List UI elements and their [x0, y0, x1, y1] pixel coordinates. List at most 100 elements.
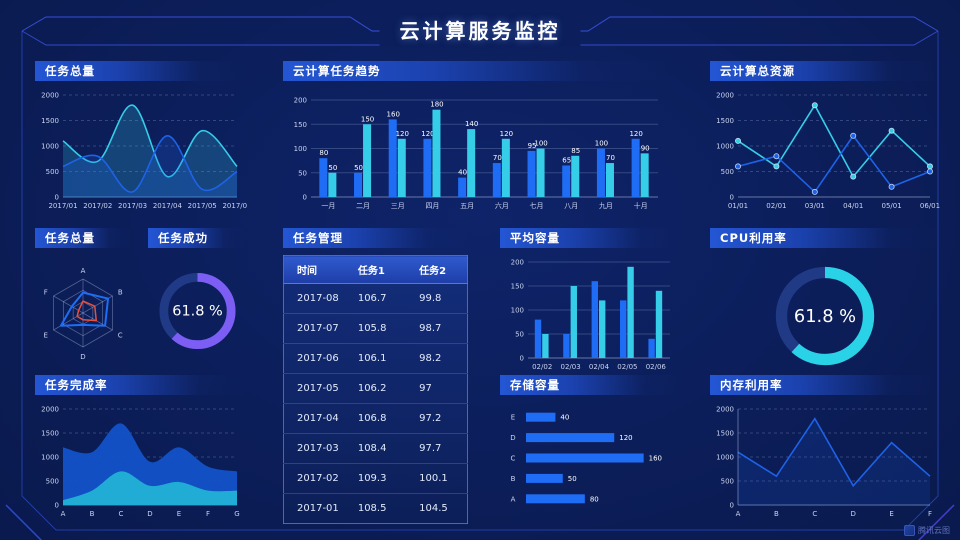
total-resources-line-chart: 0 500 1000 1500 2000 01/01 02/01 03/01 04/01 05/0… [710, 85, 940, 213]
svg-text:02/03: 02/03 [561, 363, 581, 371]
table-row: 2017-07 105.8 98.7 [283, 313, 468, 344]
svg-text:70: 70 [606, 154, 615, 162]
svg-text:80: 80 [590, 495, 599, 503]
table-cell: 106.2 [344, 373, 407, 404]
task-success-gauge: 61.8 % [148, 252, 247, 370]
panel-task-radar: 任务总量 A B C D E F [35, 228, 131, 370]
svg-text:61.8 %: 61.8 % [172, 304, 222, 320]
avg-capacity-bar-chart: 0 50 100 150 200 02/02 02/03 02/04 02/05 02/06 [500, 252, 680, 374]
panel-title-task-radar: 任务总量 [35, 228, 131, 248]
svg-text:2017/06: 2017/06 [222, 202, 247, 210]
svg-text:B: B [90, 510, 95, 518]
table-cell: 2017-08 [283, 283, 345, 314]
svg-text:2017/03: 2017/03 [118, 202, 147, 210]
svg-text:02/05: 02/05 [617, 363, 637, 371]
svg-text:0: 0 [520, 355, 524, 363]
svg-text:02/01: 02/01 [766, 202, 786, 210]
svg-text:D: D [510, 434, 515, 442]
page-title: 云计算服务监控 [379, 13, 581, 46]
svg-text:2017/02: 2017/02 [83, 202, 112, 210]
panel-title-task-success: 任务成功 [148, 228, 247, 248]
svg-text:C: C [511, 455, 516, 463]
cpu-usage-gauge: 61.8 % [710, 252, 940, 380]
table-cell: 105.8 [344, 313, 407, 344]
svg-text:三月: 三月 [391, 202, 405, 210]
svg-text:500: 500 [721, 168, 734, 176]
svg-text:180: 180 [430, 101, 443, 109]
svg-text:四月: 四月 [425, 202, 439, 210]
svg-text:2000: 2000 [716, 92, 734, 100]
panel-avg-capacity: 平均容量 0 50 100 150 200 02/02 02/03 02/04 02/05 02/… [500, 228, 680, 374]
table-cell: 100.1 [406, 463, 468, 494]
svg-text:150: 150 [511, 283, 524, 291]
table-cell: 106.7 [344, 283, 407, 314]
svg-text:2000: 2000 [41, 406, 59, 414]
svg-text:500: 500 [46, 168, 59, 176]
svg-text:一月: 一月 [321, 202, 335, 210]
completion-area-chart: 0 500 1000 1500 2000 A B C D E F G [35, 399, 247, 521]
panel-title-avg-capacity: 平均容量 [500, 228, 680, 248]
svg-text:61.8 %: 61.8 % [794, 306, 856, 327]
svg-text:1000: 1000 [716, 454, 734, 462]
svg-text:65: 65 [562, 156, 571, 164]
table-cell: 2017-03 [283, 433, 345, 464]
panel-task-success: 任务成功 61.8 % [148, 228, 247, 370]
svg-text:160: 160 [649, 455, 662, 463]
svg-text:160: 160 [387, 110, 400, 118]
svg-text:B: B [774, 510, 779, 518]
svg-text:50: 50 [298, 169, 307, 177]
svg-text:1000: 1000 [41, 454, 59, 462]
svg-text:0: 0 [730, 502, 734, 510]
panel-total-resources: 云计算总资源 0 500 1000 1500 2000 01/01 02/01 03/01 04… [710, 61, 940, 213]
svg-text:五月: 五月 [460, 202, 474, 210]
panel-completion: 任务完成率 0 500 1000 1500 2000 A B C D E F G [35, 375, 247, 521]
table-row: 2017-02 109.3 100.1 [283, 463, 468, 494]
svg-text:C: C [812, 510, 817, 518]
table-cell: 2017-06 [283, 343, 345, 374]
svg-text:04/01: 04/01 [843, 202, 863, 210]
table-row: 2017-05 106.2 97 [283, 373, 468, 404]
svg-text:100: 100 [511, 307, 524, 315]
svg-text:F: F [928, 510, 932, 518]
table-cell: 2017-05 [283, 373, 345, 404]
svg-text:2000: 2000 [41, 92, 59, 100]
table-cell: 98.7 [406, 313, 468, 344]
svg-text:E: E [889, 510, 893, 518]
table-cell: 104.5 [419, 503, 448, 514]
table-row: 2017-06 106.1 98.2 [283, 343, 468, 374]
table-body: 2017-08 106.7 99.8 2017-07 105.8 98.7 2017-06 1… [283, 283, 468, 524]
panel-title-total-resources: 云计算总资源 [710, 61, 940, 81]
panel-task-table: 任务管理 时间 任务1 任务2 2017-08 106.7 99.8 2017-07 105… [283, 228, 468, 524]
task-management-table: 时间 任务1 任务2 2017-08 106.7 99.8 2017-07 105.8 98.… [283, 255, 468, 524]
svg-text:F: F [206, 510, 210, 518]
table-cell: 97.2 [406, 403, 468, 434]
table-cell: 106.1 [344, 343, 407, 374]
table-cell: 97.7 [406, 433, 468, 464]
svg-text:B: B [511, 475, 516, 483]
svg-text:02/04: 02/04 [589, 363, 610, 371]
svg-text:E: E [511, 414, 515, 422]
svg-text:七月: 七月 [530, 201, 544, 210]
task-total-area-chart: 0 500 1000 1500 2000 2017/01 2017/02 2017/03 201… [35, 85, 252, 213]
svg-text:B: B [118, 289, 123, 297]
table-col-header: 时间 [283, 255, 345, 284]
task-trend-bar-chart: 0 50 100 150 200 一月 二月 三月 四月 五月 六月 七月 八月 九月 十月 80 50 160 1… [283, 85, 668, 213]
svg-text:八月: 八月 [564, 202, 578, 210]
svg-text:120: 120 [629, 130, 642, 138]
svg-text:05/01: 05/01 [882, 202, 902, 210]
svg-text:100: 100 [294, 145, 307, 153]
panel-title-task-table: 任务管理 [283, 228, 468, 248]
panel-title-task-trend: 云计算任务趋势 [283, 61, 668, 81]
panel-title-storage: 存储容量 [500, 375, 685, 395]
table-cell: 99.8 [406, 283, 468, 314]
svg-text:G: G [234, 510, 239, 518]
svg-text:50: 50 [354, 164, 363, 172]
tencent-cloud-logo-icon [904, 525, 915, 536]
svg-text:D: D [851, 510, 856, 518]
table-row: 2017-04 106.8 97.2 [283, 403, 468, 434]
panel-title-task-total: 任务总量 [35, 61, 247, 81]
panel-task-trend: 云计算任务趋势 0 50 100 150 200 一月 二月 三月 四月 五月 六月 七月 八月 九月 十月… [283, 61, 668, 213]
panel-task-total: 任务总量 0 500 1000 1500 2000 2017/01 2017/02 2017/… [35, 61, 252, 213]
svg-text:1500: 1500 [716, 117, 734, 125]
svg-text:02/02: 02/02 [532, 363, 552, 371]
